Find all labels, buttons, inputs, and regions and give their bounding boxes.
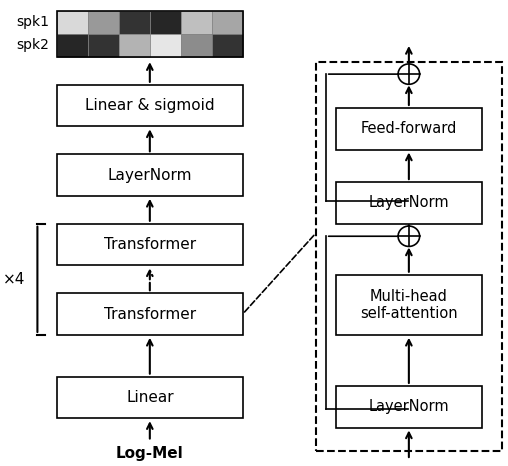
Bar [57,34,88,57]
Text: spk2: spk2 [17,38,50,52]
FancyBboxPatch shape [57,154,243,196]
Circle shape [398,64,420,84]
Bar [212,11,243,34]
Bar [57,11,88,34]
Text: Linear: Linear [126,390,174,405]
FancyBboxPatch shape [57,293,243,335]
Bar [57,11,243,57]
Text: Log-Mel: Log-Mel [116,445,184,460]
Text: ×4: ×4 [3,272,25,287]
FancyBboxPatch shape [336,108,482,150]
Circle shape [398,226,420,247]
Bar [150,11,181,34]
Text: LayerNorm: LayerNorm [108,168,192,183]
Bar [88,34,119,57]
FancyBboxPatch shape [336,182,482,224]
Text: LayerNorm: LayerNorm [368,195,449,210]
Bar [119,34,150,57]
Text: Transformer: Transformer [104,237,196,252]
Text: spk1: spk1 [17,15,50,29]
Bar [150,34,181,57]
Bar [119,11,150,34]
FancyBboxPatch shape [57,85,243,126]
Bar [88,11,119,34]
FancyBboxPatch shape [57,224,243,266]
Text: Linear & sigmoid: Linear & sigmoid [85,98,215,113]
Text: LayerNorm: LayerNorm [368,399,449,414]
Text: Feed-forward: Feed-forward [361,121,457,136]
FancyBboxPatch shape [336,274,482,335]
Bar [181,11,212,34]
FancyBboxPatch shape [57,377,243,418]
Text: Transformer: Transformer [104,307,196,322]
FancyBboxPatch shape [336,386,482,427]
Text: Multi-head
self-attention: Multi-head self-attention [360,288,458,321]
Bar [181,34,212,57]
Bar [212,34,243,57]
